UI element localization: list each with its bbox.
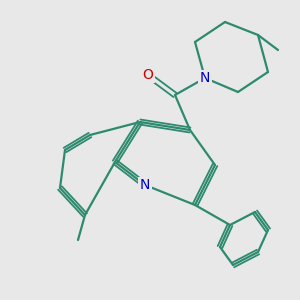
Text: O: O (142, 68, 153, 82)
Text: N: N (200, 71, 210, 85)
Text: N: N (140, 178, 150, 192)
